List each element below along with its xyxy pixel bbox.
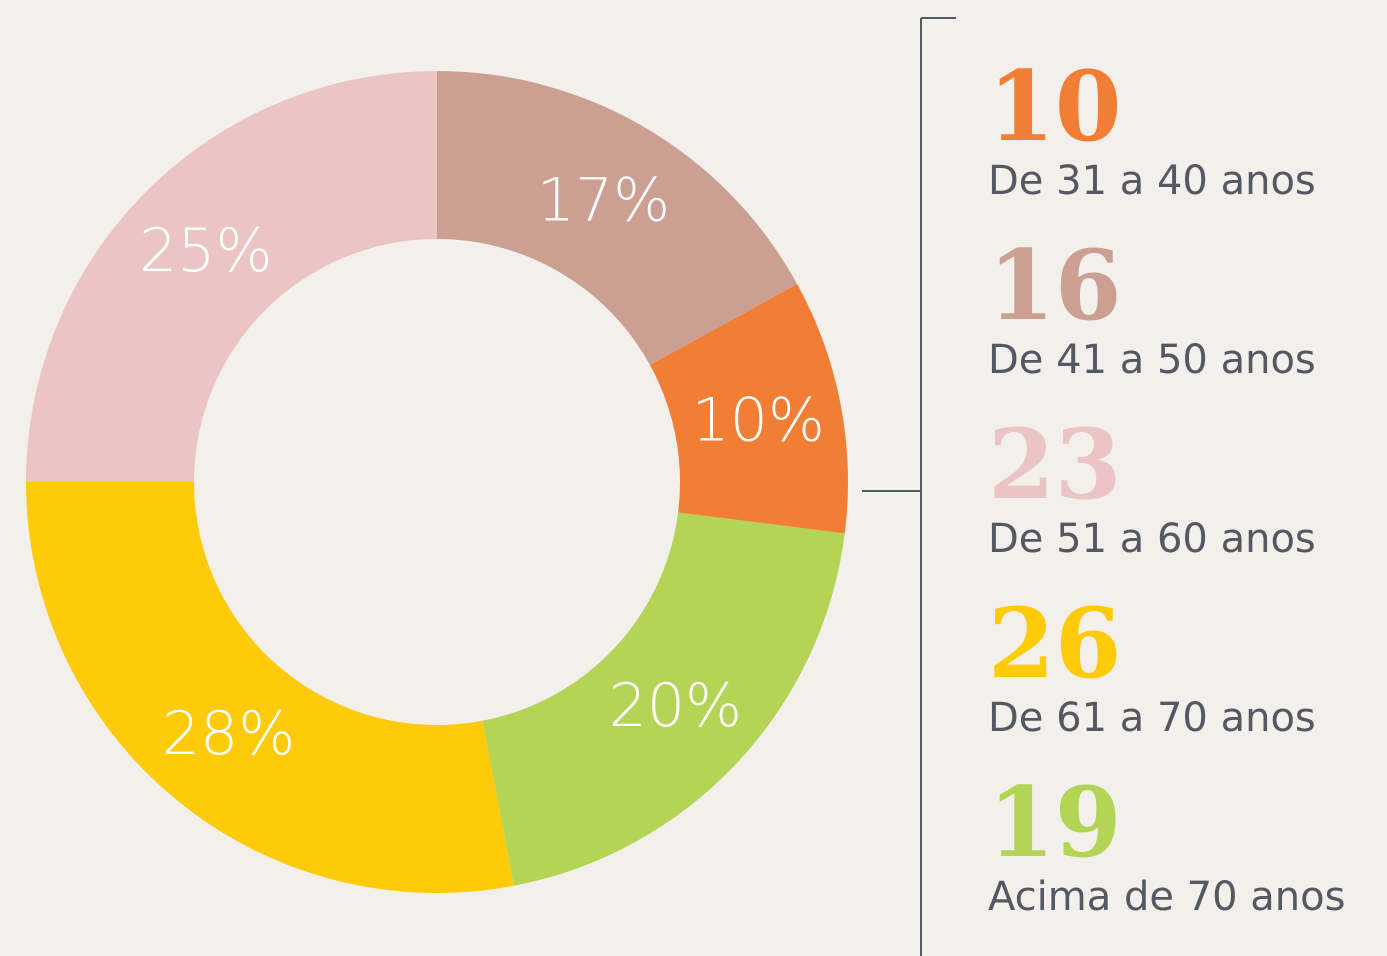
legend-label: De 51 a 60 anos: [988, 516, 1316, 562]
legend-count: 19: [988, 766, 1122, 879]
donut-slice: [482, 512, 845, 886]
legend-label: De 31 a 40 anos: [988, 158, 1316, 204]
slice-label: 17%: [537, 166, 670, 236]
slice-label: 25%: [139, 216, 272, 286]
legend-label: De 61 a 70 anos: [988, 695, 1316, 741]
legend-count: 10: [988, 50, 1122, 163]
slice-label: 28%: [162, 699, 295, 769]
legend-label: Acima de 70 anos: [988, 874, 1345, 920]
slice-label: 20%: [609, 671, 742, 741]
legend-label: De 41 a 50 anos: [988, 337, 1316, 383]
donut-slice: [26, 71, 437, 482]
legend-count: 16: [988, 229, 1122, 342]
donut-slice: [649, 283, 848, 534]
donut-slice: [437, 71, 798, 365]
donut-slice: [26, 482, 515, 893]
legend-count: 26: [988, 587, 1122, 700]
legend-count: 23: [988, 408, 1122, 521]
slice-label: 10%: [692, 386, 825, 456]
bracket: [862, 17, 956, 956]
